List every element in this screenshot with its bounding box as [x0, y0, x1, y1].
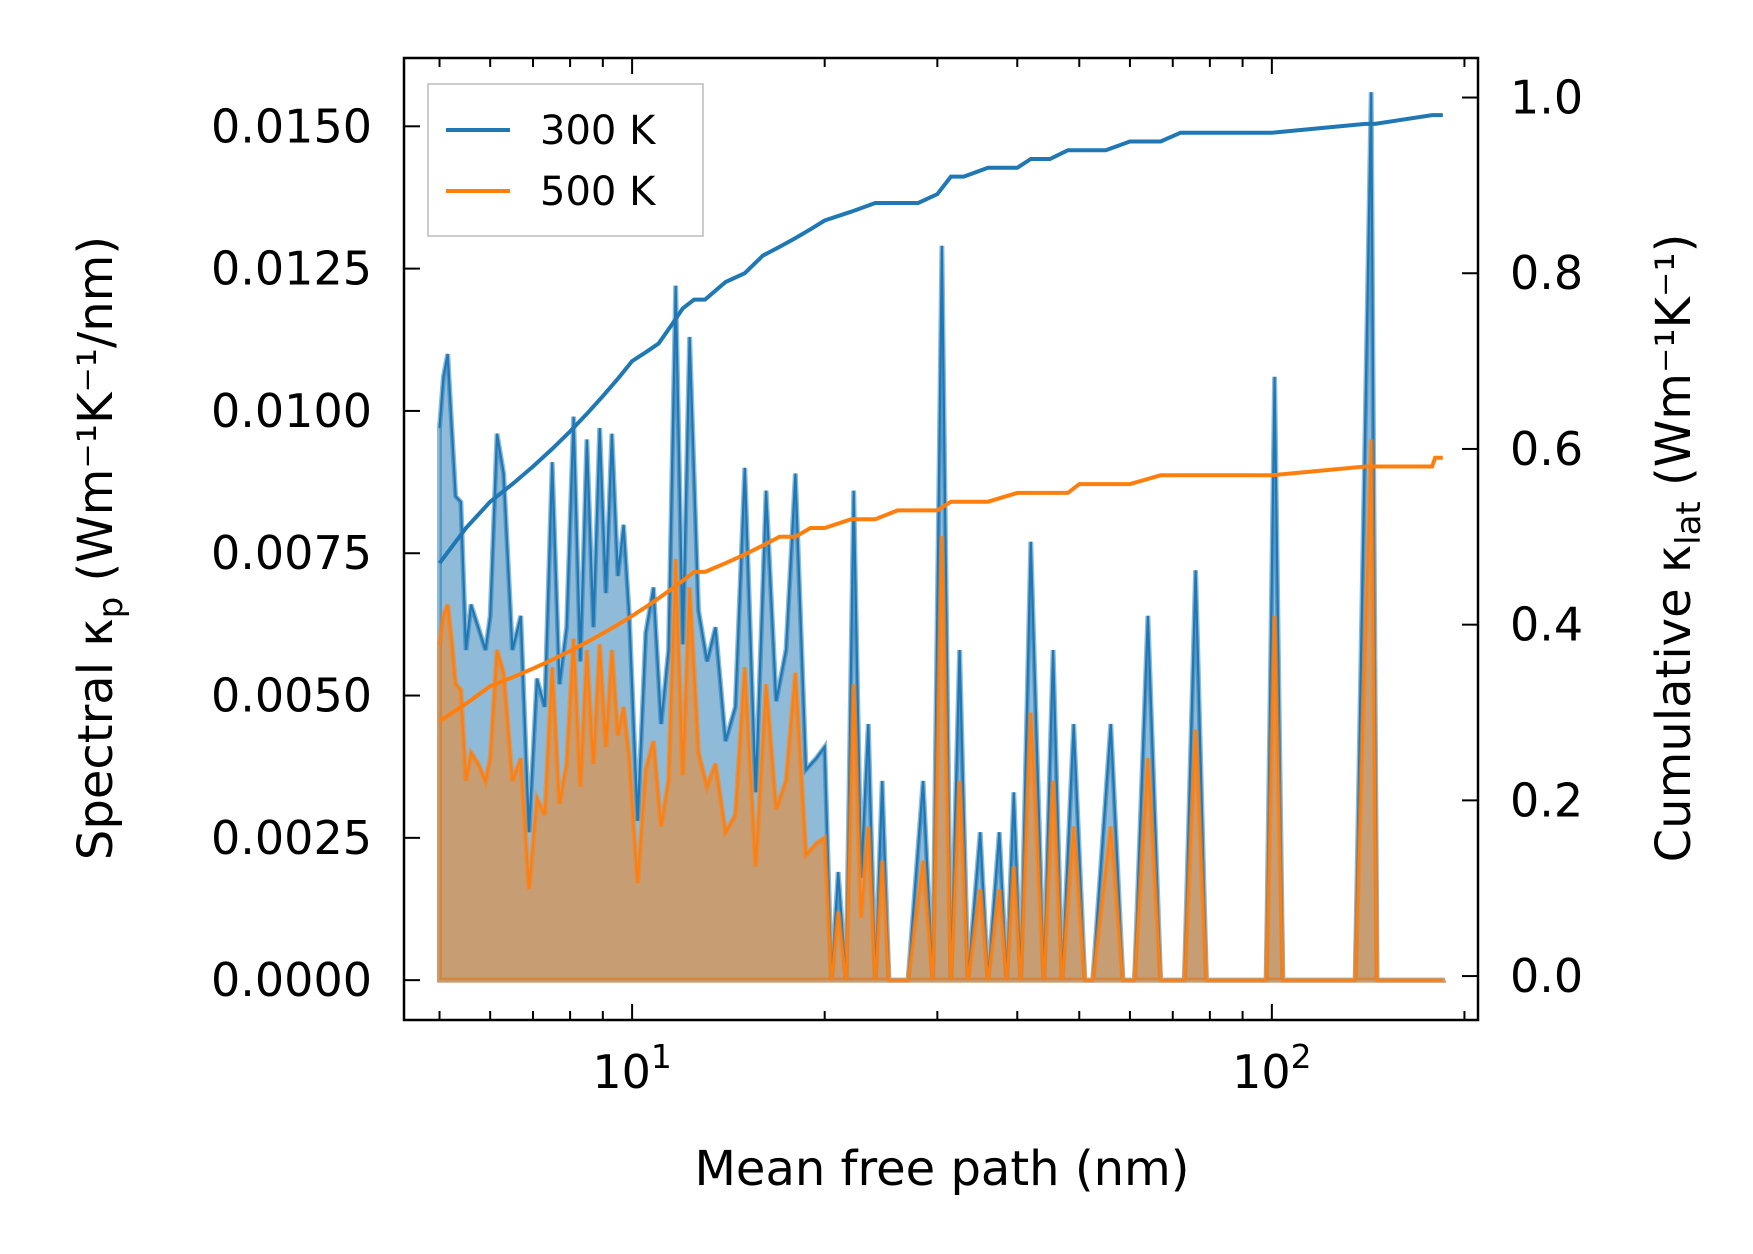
axes: 101 1020.00000.00250.00500.00750.01000.01…: [211, 56, 1583, 1099]
y-right-tick-label: 0.8: [1510, 246, 1583, 300]
y-left-tick-label: 0.0075: [211, 526, 372, 580]
y-left-tick-label: 0.0125: [211, 242, 372, 296]
x-axis-label: Mean free path (nm): [695, 1141, 1190, 1197]
y-right-tick-label: 0.4: [1510, 598, 1583, 652]
series-lines: [437, 113, 1443, 723]
plot-frame: [402, 56, 1480, 1022]
legend-box: [427, 83, 704, 237]
x-tick-label: 101: [592, 1037, 672, 1099]
y-left-tick-label: 0.0050: [211, 669, 372, 723]
cumulative-line-500k: [438, 455, 1443, 723]
y-right-tick-label: 0.2: [1510, 773, 1583, 827]
cumulative-line-300k: [437, 113, 1443, 565]
y-axis-right-label: Cumulative κlat (Wm⁻¹K⁻¹): [1646, 234, 1709, 863]
x-tick-label: 102: [1232, 1037, 1312, 1099]
legend: 300 K 500 K: [427, 83, 704, 237]
legend-label-500k: 500 K: [540, 169, 657, 215]
y-right-tick-label: 0.0: [1510, 949, 1583, 1003]
y-right-tick-label: 1.0: [1510, 71, 1583, 125]
spectral-line-500k: [438, 439, 1443, 982]
y-left-tick-label: 0.0000: [211, 953, 372, 1007]
spectral-fills: [436, 92, 1447, 983]
y-axis-left-label: Spectral κp (Wm⁻¹K⁻¹/nm): [68, 236, 131, 860]
y-left-tick-label: 0.0100: [211, 384, 372, 438]
y-left-tick-label: 0.0025: [211, 811, 372, 865]
legend-label-300k: 300 K: [540, 108, 657, 154]
y-left-tick-label: 0.0150: [211, 99, 372, 153]
y-right-tick-label: 0.6: [1510, 422, 1583, 476]
